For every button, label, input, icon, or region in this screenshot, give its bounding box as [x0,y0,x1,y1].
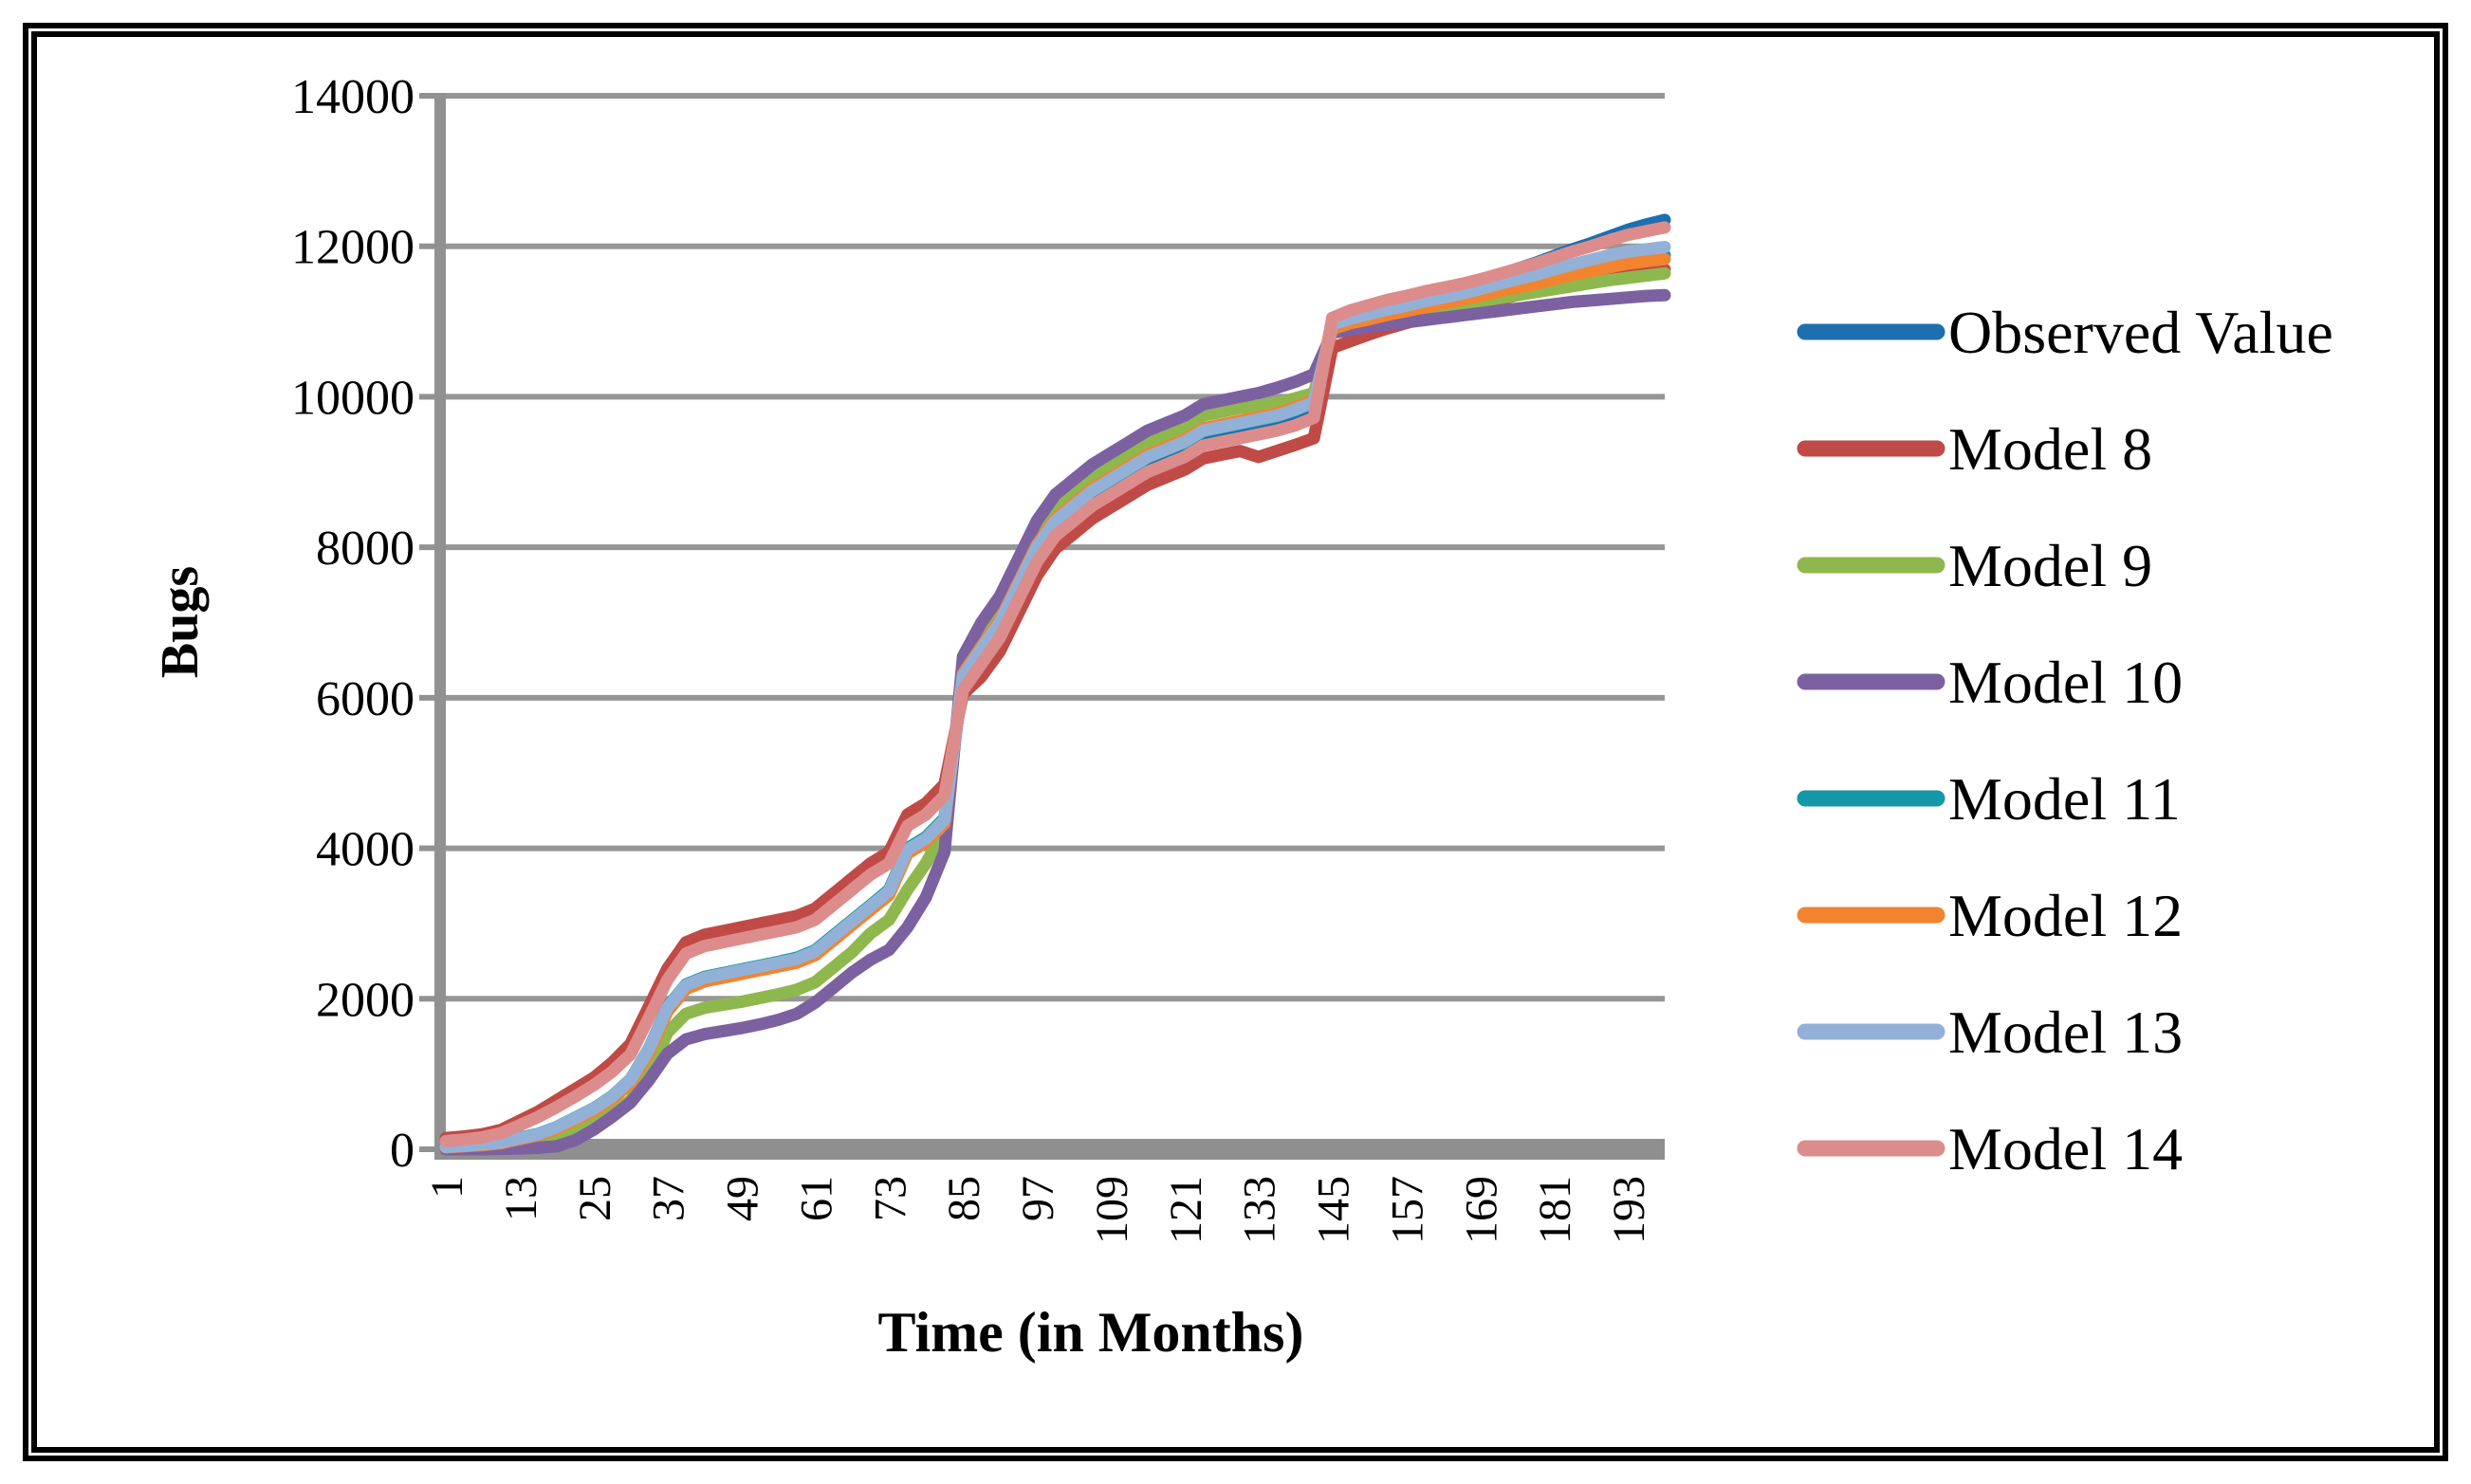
legend-item-model-13: Model 13 [1797,998,2183,1066]
legend: Observed Value Model 8 Model 9 Model 10 Mode… [1797,299,2333,1182]
y-axis-tick-0 [419,1146,446,1152]
series-line-model-13 [439,241,1671,1154]
y-tick-label-4000: 4000 [316,823,415,877]
series-line-model-10 [439,288,1671,1156]
x-tick-label-97: 97 [1013,1176,1063,1221]
series-lines [439,213,1671,1156]
legend-label-model-11: Model 11 [1948,765,2181,833]
y-axis-tick-6000 [419,694,446,701]
y-tick-label-2000: 2000 [316,973,415,1027]
y-axis-line [434,96,446,1160]
series-line-model-9 [439,266,1671,1154]
legend-label-model-10: Model 10 [1948,649,2183,716]
x-tick-label-193: 193 [1604,1176,1654,1244]
x-axis-title: Time (in Months) [878,1301,1304,1364]
x-axis-line [434,1139,1665,1160]
y-tick-label-14000: 14000 [291,70,415,124]
axes [419,93,1665,1160]
legend-item-model-11: Model 11 [1797,765,2181,833]
y-tick-label-0: 0 [390,1124,415,1178]
x-tick-label-13: 13 [496,1176,546,1221]
series-line-observed-value [439,213,1671,1153]
legend-label-model-13: Model 13 [1948,998,2183,1066]
x-axis-tick-labels: 1 13 25 37 49 61 73 85 97 109 121 133 145 157 169 181 19… [422,1176,1654,1244]
x-tick-label-169: 169 [1456,1176,1506,1244]
y-axis-tick-10000 [419,394,446,400]
x-tick-label-61: 61 [791,1176,841,1221]
legend-item-observed-value: Observed Value [1797,299,2333,366]
legend-item-model-12: Model 12 [1797,882,2183,949]
x-tick-label-157: 157 [1382,1176,1432,1244]
x-tick-label-37: 37 [644,1176,694,1221]
x-tick-label-133: 133 [1235,1176,1285,1244]
y-axis-title: Bugs [151,566,210,678]
y-axis-tick-4000 [419,845,446,852]
x-tick-label-1: 1 [422,1176,472,1199]
legend-item-model-14: Model 14 [1797,1115,2183,1182]
y-axis-tick-8000 [419,544,446,551]
legend-item-model-9: Model 9 [1797,532,2152,599]
legend-label-model-12: Model 12 [1948,882,2183,949]
legend-label-model-8: Model 8 [1948,415,2152,483]
y-axis-tick-14000 [419,93,446,99]
series-line-model-12 [439,252,1671,1154]
x-tick-label-73: 73 [865,1176,915,1221]
legend-label-observed-value: Observed Value [1948,299,2333,366]
series-line-model-8 [439,263,1671,1145]
x-tick-label-49: 49 [718,1176,768,1221]
x-tick-label-109: 109 [1087,1176,1137,1244]
x-tick-label-145: 145 [1309,1176,1359,1244]
x-tick-label-181: 181 [1530,1176,1580,1244]
y-axis-tick-2000 [419,996,446,1002]
y-tick-label-6000: 6000 [316,672,415,726]
y-tick-label-10000: 10000 [291,371,415,425]
y-tick-label-12000: 12000 [291,221,415,275]
legend-item-model-8: Model 8 [1797,415,2152,483]
y-axis-tick-12000 [419,243,446,249]
x-tick-label-25: 25 [570,1176,620,1221]
y-axis-tick-labels: 0 2000 4000 6000 8000 10000 12000 14000 [291,70,415,1178]
x-tick-label-85: 85 [939,1176,989,1221]
x-tick-label-121: 121 [1161,1176,1211,1244]
legend-label-model-9: Model 9 [1948,532,2152,599]
series-line-model-14 [439,221,1671,1147]
legend-label-model-14: Model 14 [1948,1115,2183,1182]
legend-item-model-10: Model 10 [1797,649,2183,716]
y-tick-label-8000: 8000 [316,522,415,576]
